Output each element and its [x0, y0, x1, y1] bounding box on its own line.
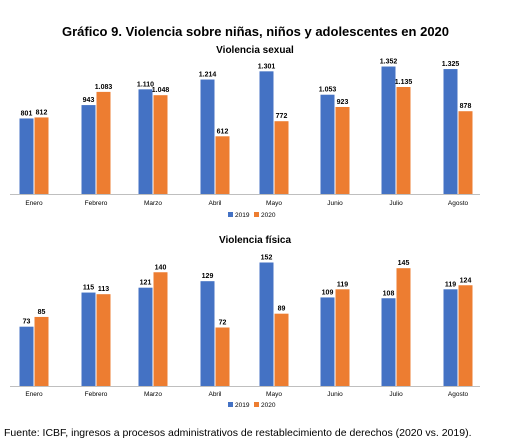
bar-2019-enero	[19, 326, 34, 386]
x-tick-label: Abril	[208, 391, 222, 398]
data-label-2019-marzo: 1.110	[137, 81, 154, 88]
data-label-2019-enero: 73	[23, 319, 31, 326]
bar-2019-marzo	[138, 287, 153, 386]
data-label-2020-mayo: 89	[278, 306, 286, 313]
bar-2020-agosto	[458, 285, 473, 386]
x-tick-label: Marzo	[144, 391, 162, 398]
bar-2020-febrero	[96, 91, 111, 194]
legend-label-2019: 2019	[235, 402, 250, 409]
data-label-2019-agosto: 119	[445, 281, 456, 288]
data-label-2020-agosto: 878	[460, 103, 472, 110]
bar-2020-enero	[34, 316, 49, 386]
data-label-2019-junio: 1.053	[319, 87, 337, 94]
bar-2019-mayo	[259, 71, 274, 194]
x-tick-label: Enero	[25, 200, 43, 207]
bar-2020-mayo	[274, 121, 289, 194]
data-label-2020-julio: 1.135	[395, 79, 413, 86]
data-label-2020-enero: 812	[36, 109, 48, 116]
data-label-2020-abril: 612	[217, 128, 229, 135]
bar-2019-marzo	[138, 89, 153, 194]
page-title: Gráfico 9. Violencia sobre niñas, niños …	[61, 24, 450, 39]
legend-swatch-2019	[228, 402, 233, 407]
bar-2020-abril	[215, 327, 230, 386]
bar-2020-julio	[396, 86, 411, 194]
legend-label-2020: 2020	[261, 212, 276, 219]
chart-violencia-fisica: Violencia física 73 85 Enero 115 113 Febrero 12…	[10, 235, 480, 409]
data-label-2020-agosto: 124	[460, 277, 472, 284]
data-label-2020-mayo: 772	[276, 113, 288, 120]
data-label-2020-marzo: 140	[155, 264, 167, 271]
bar-2020-enero	[34, 117, 49, 194]
data-label-2020-abril: 72	[219, 320, 227, 327]
bar-2020-mayo	[274, 313, 289, 386]
data-label-2019-enero: 801	[21, 110, 33, 117]
data-label-2019-abril: 1.214	[199, 72, 217, 79]
data-label-2019-febrero: 115	[83, 285, 94, 292]
x-tick-label: Mayo	[266, 391, 282, 398]
bar-2020-junio	[335, 106, 350, 194]
chart-title: Violencia física	[219, 235, 292, 246]
data-label-2019-junio: 109	[322, 289, 334, 296]
data-label-2020-junio: 923	[337, 99, 349, 106]
data-label-2019-febrero: 943	[83, 97, 95, 104]
data-label-2020-febrero: 113	[98, 286, 109, 293]
data-label-2020-marzo: 1.048	[152, 87, 170, 94]
bar-2019-abril	[200, 79, 215, 194]
x-tick-label: Marzo	[144, 200, 162, 207]
x-tick-label: Julio	[389, 391, 403, 398]
data-label-2020-febrero: 1.083	[95, 84, 113, 91]
bar-2020-julio	[396, 268, 411, 386]
x-tick-label: Enero	[25, 391, 43, 398]
bar-2020-marzo	[153, 272, 168, 386]
bar-2019-febrero	[81, 105, 96, 194]
bar-2019-abril	[200, 281, 215, 386]
bar-2019-mayo	[259, 262, 274, 386]
legend-swatch-2019	[228, 212, 233, 217]
x-tick-label: Abril	[208, 200, 222, 207]
data-label-2019-mayo: 1.301	[258, 63, 276, 70]
source-note: Fuente: ICBF, ingresos a procesos admini…	[4, 427, 472, 439]
bar-2019-agosto	[443, 69, 458, 194]
legend-label-2020: 2020	[261, 402, 276, 409]
bar-2019-junio	[320, 94, 335, 194]
data-label-2019-abril: 129	[202, 273, 214, 280]
x-tick-label: Junio	[327, 200, 343, 207]
legend-swatch-2020	[254, 212, 259, 217]
x-tick-label: Agosto	[448, 200, 469, 207]
legend-label-2019: 2019	[235, 212, 250, 219]
data-label-2020-julio: 145	[398, 260, 410, 267]
bar-2019-enero	[19, 118, 34, 194]
x-tick-label: Agosto	[448, 391, 469, 398]
x-tick-label: Febrero	[85, 200, 108, 207]
bar-2020-marzo	[153, 95, 168, 194]
bar-2020-febrero	[96, 294, 111, 386]
data-label-2019-mayo: 152	[261, 255, 273, 262]
bar-2020-agosto	[458, 111, 473, 194]
data-label-2020-junio: 119	[337, 281, 348, 288]
bar-2019-agosto	[443, 289, 458, 386]
x-tick-label: Junio	[327, 391, 343, 398]
data-label-2020-enero: 85	[38, 309, 46, 316]
x-tick-label: Mayo	[266, 200, 282, 207]
data-label-2019-agosto: 1.325	[442, 61, 460, 68]
x-tick-label: Febrero	[85, 391, 108, 398]
data-label-2019-marzo: 121	[140, 280, 152, 287]
data-label-2019-julio: 1.352	[380, 59, 398, 66]
bar-2019-febrero	[81, 292, 96, 386]
bar-2019-julio	[381, 298, 396, 386]
bar-2020-junio	[335, 289, 350, 386]
chart-title: Violencia sexual	[216, 45, 294, 56]
bar-2020-abril	[215, 136, 230, 194]
bar-2019-junio	[320, 297, 335, 386]
data-label-2019-julio: 108	[383, 290, 395, 297]
legend-swatch-2020	[254, 402, 259, 407]
x-tick-label: Julio	[389, 200, 403, 207]
bar-2019-julio	[381, 66, 396, 194]
